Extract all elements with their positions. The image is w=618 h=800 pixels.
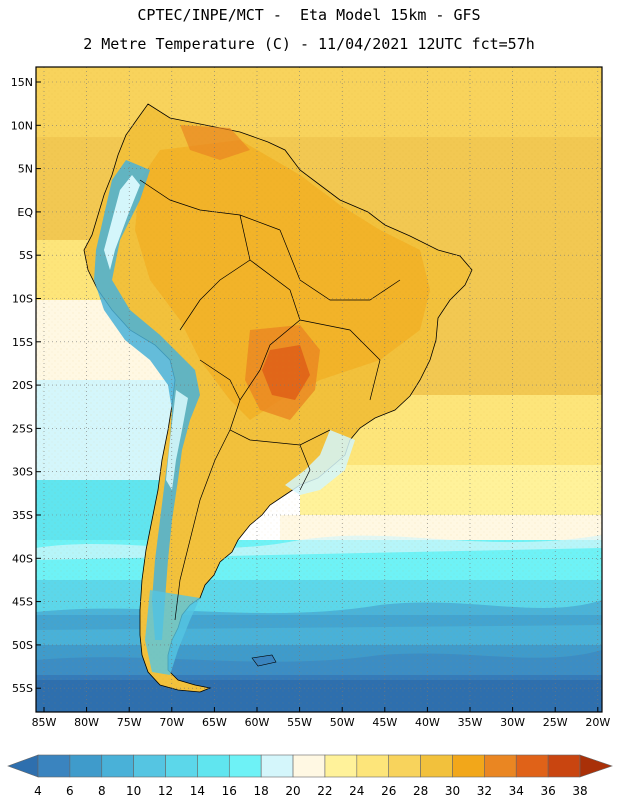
lon-label: 65W	[202, 716, 227, 729]
colorbar-label: 32	[477, 784, 492, 798]
lat-label: 30S	[12, 466, 33, 479]
colorbar-label: 18	[254, 784, 269, 798]
longitude-labels: 85W 80W 75W 70W 65W 60W 55W 50W 45W 40W 35W 30W 25W 2…	[32, 707, 610, 729]
colorbar-label: 14	[190, 784, 205, 798]
lat-label: 25S	[12, 422, 33, 435]
lat-label: 35S	[12, 509, 33, 522]
colorbar-swatch	[165, 754, 198, 778]
lat-label: 5N	[18, 163, 33, 176]
lon-label: 70W	[159, 716, 184, 729]
colorbar-label: 34	[509, 784, 524, 798]
colorbar-swatch	[420, 754, 453, 778]
lat-label: EQ	[17, 206, 33, 219]
lat-label: 5S	[19, 249, 33, 262]
andes-snow-south	[166, 390, 188, 490]
colorbar-swatch	[547, 754, 581, 778]
lat-label: 50S	[12, 639, 33, 652]
colorbar-label: 28	[413, 784, 428, 798]
colorbar-label: 10	[126, 784, 141, 798]
lat-label: 45S	[12, 596, 33, 609]
lat-label: 10S	[12, 293, 33, 306]
latitude-labels: 15N 10N 5N EQ 5S 10S 15S 20S 25S 30S 35S 40S 45S 50S 5…	[11, 76, 41, 695]
lat-label: 40S	[12, 552, 33, 565]
land-patagonia-cool	[145, 590, 200, 675]
map-subtitle: 2 Metre Temperature (C) - 11/04/2021 12U…	[83, 35, 535, 53]
colorbar-swatch	[69, 754, 103, 778]
colorbar-label: 26	[381, 784, 396, 798]
colorbar-label: 12	[158, 784, 173, 798]
map-title: CPTEC/INPE/MCT - Eta Model 15km - GFS	[137, 6, 481, 24]
colorbar-arrow-high	[579, 754, 613, 778]
colorbar-swatch	[37, 754, 71, 778]
colorbar-label: 24	[349, 784, 364, 798]
lat-label: 10N	[11, 119, 33, 132]
colorbar-label: 8	[98, 784, 106, 798]
colorbar-swatch	[515, 754, 549, 778]
lat-label: 15N	[11, 76, 33, 89]
lon-label: 40W	[415, 716, 440, 729]
lat-label: 55S	[12, 682, 33, 695]
andes-snow	[104, 175, 140, 270]
lon-label: 25W	[543, 716, 568, 729]
colorbar-swatch	[133, 754, 166, 778]
colorbar-label: 38	[572, 784, 587, 798]
land-southeast-cool	[285, 430, 355, 495]
colorbar-label: 6	[66, 784, 74, 798]
lon-label: 30W	[500, 716, 525, 729]
colorbar-swatch	[101, 754, 134, 778]
colorbar-swatch	[388, 754, 421, 778]
lon-label: 35W	[458, 716, 483, 729]
colorbar-swatch	[292, 754, 326, 778]
lon-label: 85W	[32, 716, 57, 729]
lon-label: 60W	[245, 716, 270, 729]
colorbar-swatch	[356, 754, 390, 778]
country-borders	[139, 179, 401, 621]
falkland-islands	[251, 654, 277, 667]
lat-label: 15S	[12, 336, 33, 349]
colorbar-label: 22	[317, 784, 332, 798]
colorbar-swatch	[228, 754, 262, 778]
lon-label: 45W	[372, 716, 397, 729]
lon-label: 50W	[330, 716, 355, 729]
map-frame	[35, 66, 603, 713]
lon-label: 75W	[117, 716, 142, 729]
colorbar-swatch	[484, 754, 517, 778]
colorbar-swatch	[452, 754, 485, 778]
lon-label: 55W	[287, 716, 312, 729]
colorbar-swatch	[324, 754, 358, 778]
colorbar-swatch	[260, 754, 294, 778]
colorbar-arrow-low	[7, 754, 39, 778]
colorbar-swatch	[197, 754, 230, 778]
colorbar-label: 16	[222, 784, 237, 798]
lon-label: 80W	[74, 716, 99, 729]
colorbar-label: 30	[445, 784, 460, 798]
lon-label: 20W	[585, 716, 610, 729]
colorbar-label: 20	[285, 784, 300, 798]
lat-label: 20S	[12, 379, 33, 392]
colorbar-label: 36	[540, 784, 555, 798]
colorbar-label: 4	[34, 784, 42, 798]
colorbar-legend: 4 6 8 10 12 14 16 18 20 22 24 26 28 30 32 34 36 38	[7, 754, 613, 798]
